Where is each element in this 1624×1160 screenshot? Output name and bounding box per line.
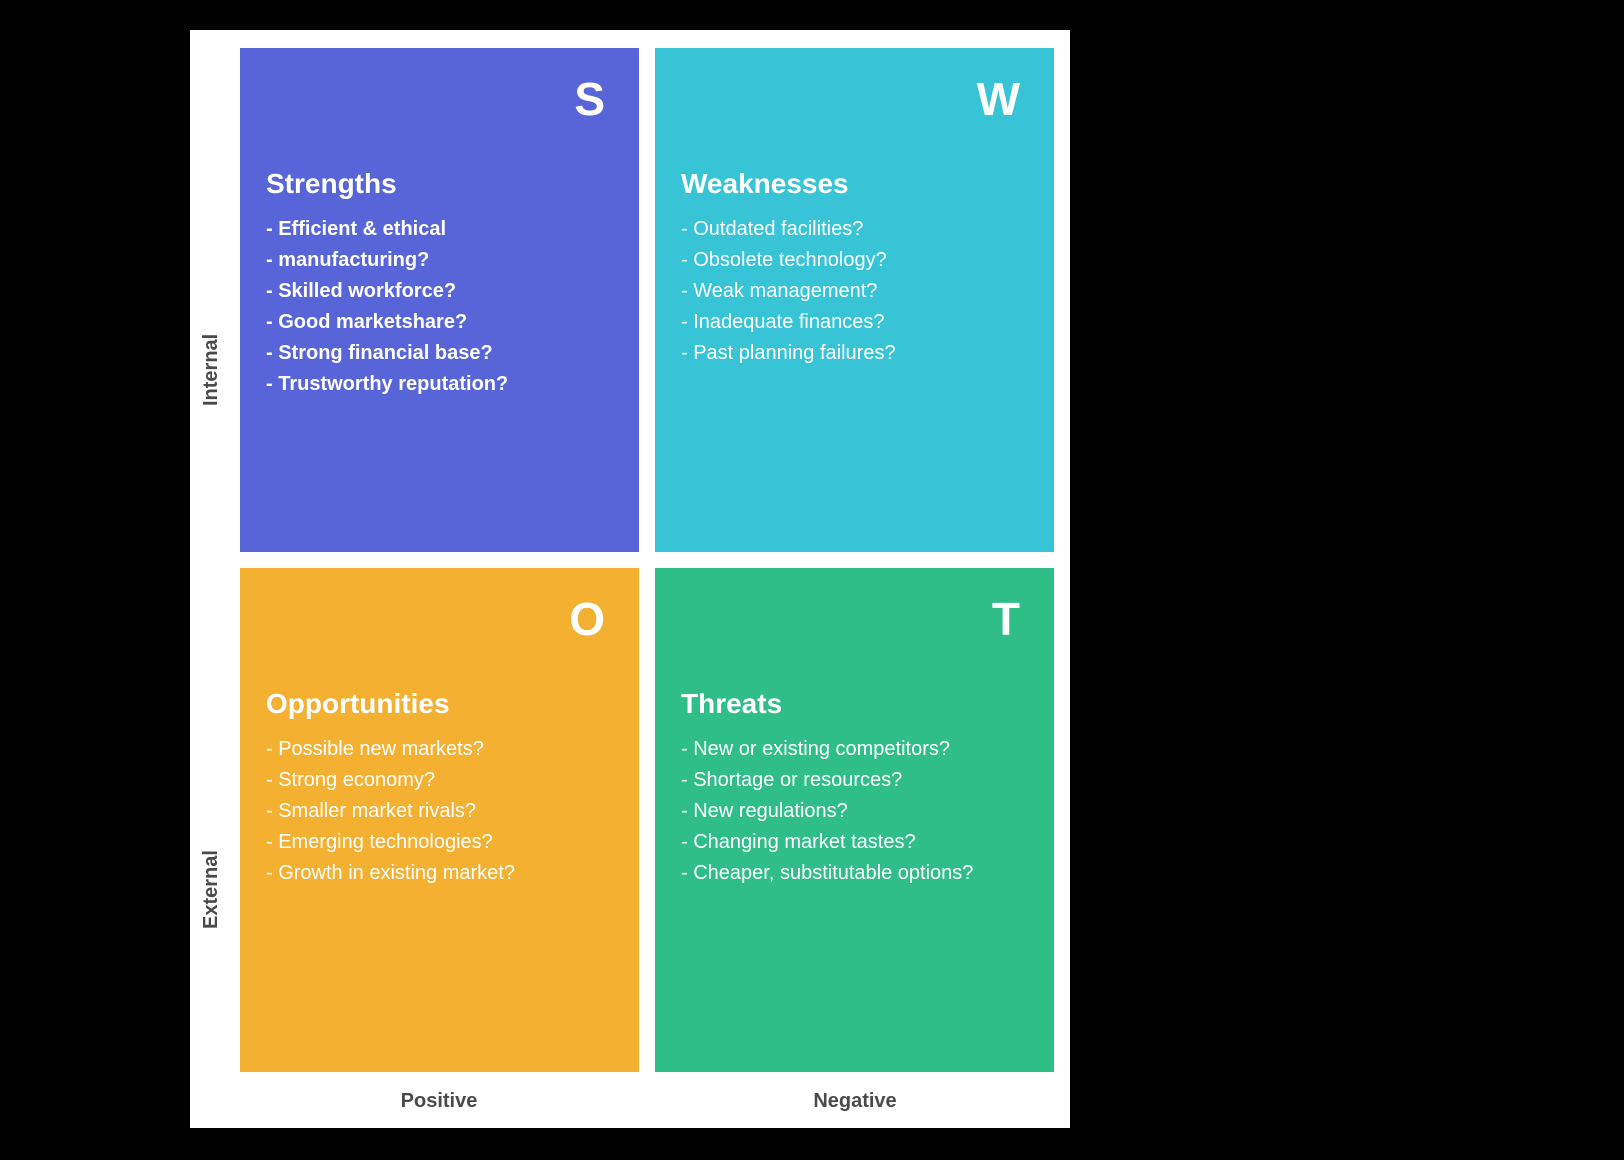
list-item: Good marketshare? <box>266 307 613 338</box>
axis-label-negative: Negative <box>656 1090 1054 1113</box>
quadrant-items: Possible new markets?Strong economy?Smal… <box>266 734 613 889</box>
list-item: Growth in existing market? <box>266 858 613 889</box>
list-item: Shortage or resources? <box>681 765 1028 796</box>
quadrant-title: Threats <box>681 688 1028 720</box>
quadrant-weaknesses: W Weaknesses Outdated facilities?Obsolet… <box>655 48 1054 552</box>
list-item: Cheaper, substitutable options? <box>681 858 1028 889</box>
quadrant-strengths: S Strengths Efficient & ethicalmanufactu… <box>240 48 639 552</box>
list-item: Strong economy? <box>266 765 613 796</box>
quadrant-items: New or existing competitors?Shortage or … <box>681 734 1028 889</box>
list-item: Inadequate finances? <box>681 307 1028 338</box>
quadrant-letter: O <box>569 596 605 642</box>
list-item: Strong financial base? <box>266 338 613 369</box>
swot-canvas: Internal External Positive Negative S St… <box>190 30 1070 1128</box>
list-item: Outdated facilities? <box>681 214 1028 245</box>
quadrant-opportunities: O Opportunities Possible new markets?Str… <box>240 568 639 1072</box>
swot-grid: S Strengths Efficient & ethicalmanufactu… <box>240 48 1054 1072</box>
list-item: Emerging technologies? <box>266 827 613 858</box>
quadrant-title: Opportunities <box>266 688 613 720</box>
list-item: Possible new markets? <box>266 734 613 765</box>
axis-label-external: External <box>200 720 223 1060</box>
axis-label-internal: Internal <box>200 200 223 540</box>
list-item: Efficient & ethical <box>266 214 613 245</box>
list-item: Skilled workforce? <box>266 276 613 307</box>
list-item: Weak management? <box>681 276 1028 307</box>
list-item: New regulations? <box>681 796 1028 827</box>
quadrant-title: Strengths <box>266 168 613 200</box>
quadrant-title: Weaknesses <box>681 168 1028 200</box>
list-item: Past planning failures? <box>681 338 1028 369</box>
list-item: Trustworthy reputation? <box>266 369 613 400</box>
list-item: Smaller market rivals? <box>266 796 613 827</box>
list-item: New or existing competitors? <box>681 734 1028 765</box>
quadrant-letter: W <box>977 76 1020 122</box>
quadrant-letter: T <box>992 596 1020 642</box>
quadrant-letter: S <box>574 76 605 122</box>
list-item: Obsolete technology? <box>681 245 1028 276</box>
axis-label-positive: Positive <box>240 1090 638 1113</box>
list-item: Changing market tastes? <box>681 827 1028 858</box>
quadrant-threats: T Threats New or existing competitors?Sh… <box>655 568 1054 1072</box>
quadrant-items: Efficient & ethicalmanufacturing?Skilled… <box>266 214 613 400</box>
list-item: manufacturing? <box>266 245 613 276</box>
quadrant-items: Outdated facilities?Obsolete technology?… <box>681 214 1028 369</box>
